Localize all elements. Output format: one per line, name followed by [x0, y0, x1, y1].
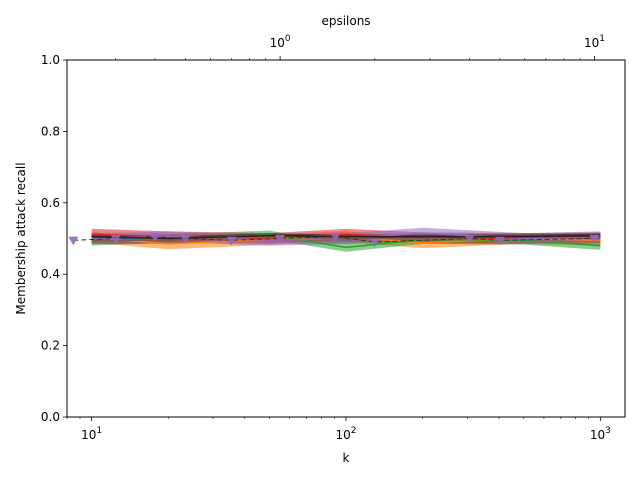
epsilon-marker: [110, 235, 121, 244]
top-x-tick-label: 101: [584, 34, 605, 50]
x-tick-label: 102: [335, 426, 356, 442]
y-tick-label: 0.6: [41, 196, 60, 210]
y-tick-label: 0.8: [41, 124, 60, 138]
y-tick-label: 1.0: [41, 53, 60, 67]
y-tick-label: 0.2: [41, 339, 60, 353]
y-tick-label: 0.0: [41, 410, 60, 424]
y-axis-ticks: 0.0 0.2 0.4 0.6 0.8 1.0: [41, 53, 67, 424]
epsilon-marker: [68, 236, 79, 246]
top-x-axis-ticks: 100 101: [115, 34, 605, 60]
x-tick-label: 103: [590, 426, 611, 442]
epsilon-line: [73, 236, 595, 243]
top-x-tick-label: 100: [270, 34, 291, 50]
epsilon-marker: [226, 236, 237, 246]
epsilon-marker: [150, 233, 160, 242]
top-x-axis-label: epsilons: [321, 14, 370, 28]
y-axis-label: Membership attack recall: [14, 162, 28, 314]
x-axis-label: k: [343, 451, 350, 465]
epsilon-marker: [275, 235, 285, 244]
epsilon-marker: [464, 235, 475, 244]
epsilon-marker: [330, 233, 341, 242]
epsilon-marker: [589, 235, 600, 244]
epsilon-marker: [495, 236, 505, 246]
x-axis-ticks: 101 102 103: [66, 417, 611, 442]
epsilon-marker: [369, 238, 380, 248]
x-tick-label: 101: [81, 426, 102, 442]
epsilon-marker: [180, 235, 191, 244]
line-black: [91, 234, 601, 240]
epsilon-series: [68, 233, 600, 248]
y-tick-label: 0.4: [41, 267, 60, 281]
